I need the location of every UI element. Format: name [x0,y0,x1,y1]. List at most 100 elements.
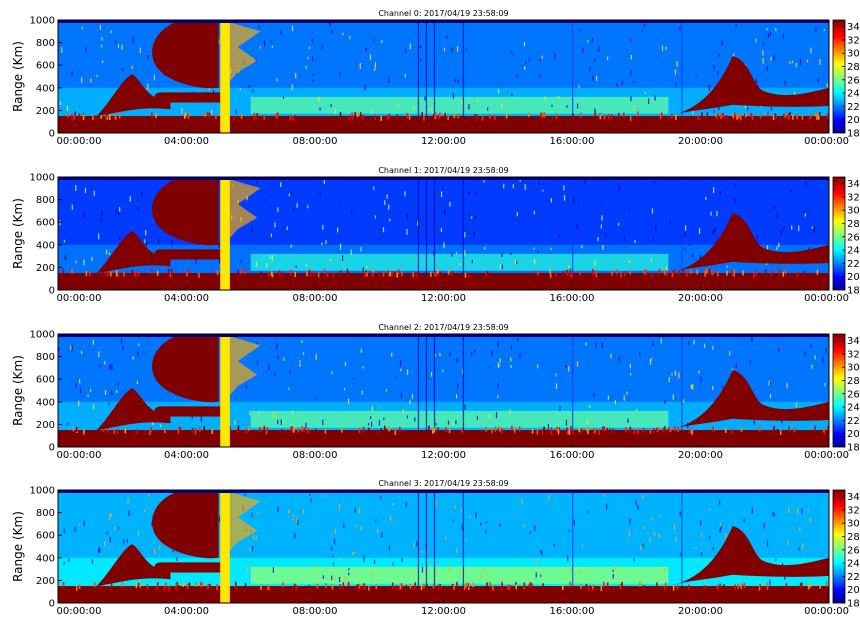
noise-speck [239,88,241,91]
noise-speck [411,394,414,400]
noise-speck [576,224,578,229]
layer-edge-speck [786,114,789,120]
chart-title: Channel 1: 2017/04/19 23:58:09 [378,166,508,175]
noise-speck [106,531,108,535]
noise-speck [126,538,128,543]
noise-speck [762,50,764,56]
noise-speck [499,358,501,363]
layer-edge-speck [776,429,779,435]
layer-edge-speck [665,270,668,276]
noise-speck [91,559,94,564]
noise-speck [359,63,361,69]
noise-speck [627,418,629,423]
noise-speck [104,390,107,395]
noise-speck [751,507,753,514]
noise-speck [64,255,67,260]
noise-speck [108,402,110,405]
noise-speck [381,40,383,44]
layer-edge-speck [151,112,153,118]
noise-speck [684,231,686,237]
x-tick-label: 00:00:00 [804,136,849,147]
noise-speck [277,419,279,425]
layer-edge-speck [688,584,690,590]
colorbar-tick-label: 24 [847,89,860,100]
noise-speck [321,242,323,246]
noise-speck [554,53,556,60]
noise-speck [132,356,134,360]
noise-speck [535,572,537,578]
layer-edge-speck [164,428,166,434]
noise-speck [675,536,677,541]
noise-speck [802,543,804,550]
layer-edge-speck [561,584,564,590]
noise-speck [296,203,298,208]
noise-speck [374,215,376,219]
layer-edge-speck [588,585,591,591]
noise-speck [257,512,259,515]
noise-speck [83,259,85,266]
noise-speck [427,562,429,565]
noise-speck [461,524,464,531]
colorbar-tick-label: 22 [847,102,860,113]
layer-edge-speck [437,268,439,274]
layer-edge-speck [673,269,676,275]
noise-speck [555,373,557,377]
layer-edge-speck [550,430,553,436]
noise-speck [772,511,774,516]
layer-edge-speck [244,583,247,589]
layer-edge-speck [772,115,775,121]
noise-speck [511,93,513,97]
noise-speck [781,419,783,424]
layer-edge-speck [445,427,447,433]
noise-speck [319,192,321,196]
layer-edge-speck [750,112,752,118]
layer-edge-speck [156,270,159,276]
noise-speck [321,45,323,51]
noise-speck [93,404,95,410]
layer-edge-speck [774,113,776,119]
layer-edge-speck [489,581,491,587]
noise-speck [249,547,251,552]
noise-speck [273,411,275,418]
noise-speck [258,25,260,29]
layer-edge-speck [412,272,414,278]
x-tick-label: 08:00:00 [293,450,338,461]
noise-speck [294,532,296,539]
layer-edge-speck [826,581,828,587]
noise-speck [749,360,751,363]
noise-speck [400,392,402,399]
layer-edge-speck [240,268,242,274]
noise-speck [68,558,70,562]
noise-speck [381,532,383,538]
noise-speck [710,211,712,216]
layer-edge-speck [290,426,293,432]
top-edge [58,177,829,180]
layer-edge-speck [537,270,539,276]
layer-edge-speck [701,112,703,118]
noise-speck [315,354,317,360]
noise-speck [474,215,476,219]
noise-speck [392,562,394,566]
layer-edge-speck [492,585,494,591]
layer-edge-speck [215,113,217,119]
layer-edge-speck [609,428,611,434]
noise-speck [81,26,83,30]
noise-speck [488,413,491,420]
noise-speck [700,376,702,383]
noise-speck [101,210,103,216]
noise-speck [449,201,451,207]
layer-edge-speck [388,113,391,119]
noise-speck [218,243,220,248]
noise-speck [658,533,660,538]
layer-edge-speck [457,113,460,119]
noise-speck [633,106,635,111]
layer-edge-speck [116,270,118,276]
noise-speck [695,546,697,549]
noise-speck [618,222,620,226]
noise-speck [314,396,316,399]
noise-speck [118,211,120,216]
noise-speck [693,339,695,345]
noise-speck [343,523,345,529]
y-tick-label: 200 [36,263,55,274]
noise-speck [585,342,587,346]
